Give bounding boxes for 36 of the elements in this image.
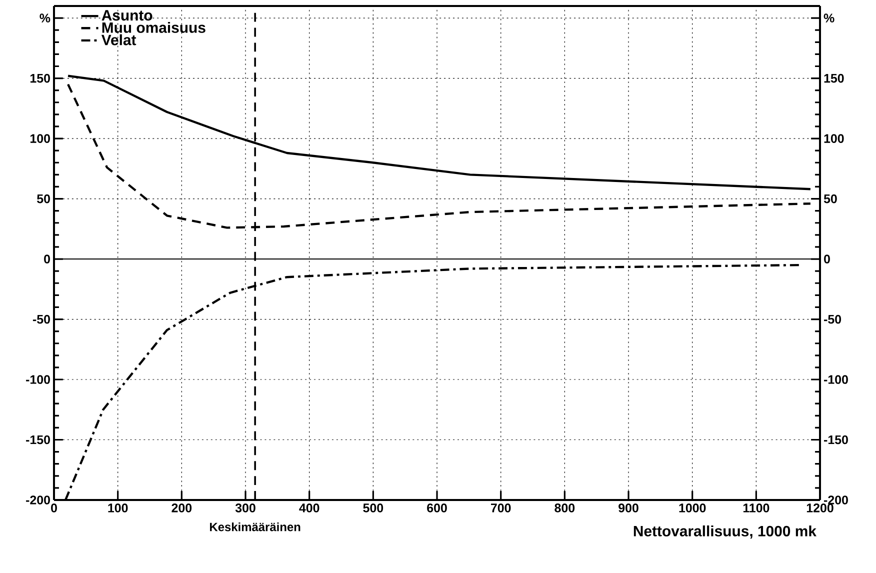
y2-tick-label: -100 bbox=[824, 375, 848, 384]
y2-tick-label: 50 bbox=[824, 194, 837, 204]
x-tick-label: 900 bbox=[618, 504, 638, 512]
y-tick-label: -200 bbox=[26, 496, 50, 504]
y2-tick-label: -50 bbox=[824, 314, 842, 324]
y2-tick-label: 100 bbox=[824, 134, 844, 143]
y2-tick-label: 0 bbox=[824, 254, 830, 264]
y-tick-label: -150 bbox=[26, 435, 50, 444]
ref-line-label: Keskimääräinen bbox=[210, 522, 300, 532]
x-tick-label: 1100 bbox=[743, 504, 770, 512]
x-axis-title: Nettovarallisuus, 1000 mk bbox=[634, 525, 816, 539]
x-tick-label: 700 bbox=[490, 504, 511, 512]
legend-label: Asunto bbox=[102, 10, 152, 21]
y2-tick-label: % bbox=[824, 14, 834, 22]
y-tick-label: -100 bbox=[26, 375, 50, 384]
y2-tick-label: -200 bbox=[824, 496, 848, 504]
x-tick-label: 200 bbox=[172, 504, 192, 512]
y-tick-label: 50 bbox=[37, 194, 50, 204]
y2-tick-label: 150 bbox=[824, 74, 844, 83]
x-tick-label: 1000 bbox=[679, 504, 706, 512]
x-tick-label: 100 bbox=[108, 504, 128, 512]
legend-label: Velat bbox=[101, 34, 136, 46]
x-tick-label: 600 bbox=[427, 504, 447, 512]
x-tick-label: 400 bbox=[299, 504, 320, 512]
y-tick-label: % bbox=[40, 14, 50, 22]
y-tick-label: -50 bbox=[32, 314, 50, 324]
y-tick-label: 100 bbox=[30, 134, 50, 143]
x-tick-label: 0 bbox=[51, 504, 57, 512]
x-tick-label: 300 bbox=[235, 504, 256, 512]
y2-tick-label: -150 bbox=[824, 435, 848, 444]
y-tick-label: 150 bbox=[30, 74, 50, 83]
y-tick-label: 0 bbox=[44, 254, 50, 264]
x-tick-label: 500 bbox=[363, 504, 384, 512]
x-tick-label: 800 bbox=[554, 504, 575, 512]
x-tick-label: 1200 bbox=[806, 504, 834, 512]
legend-label: Muu omaisuus bbox=[102, 22, 206, 33]
